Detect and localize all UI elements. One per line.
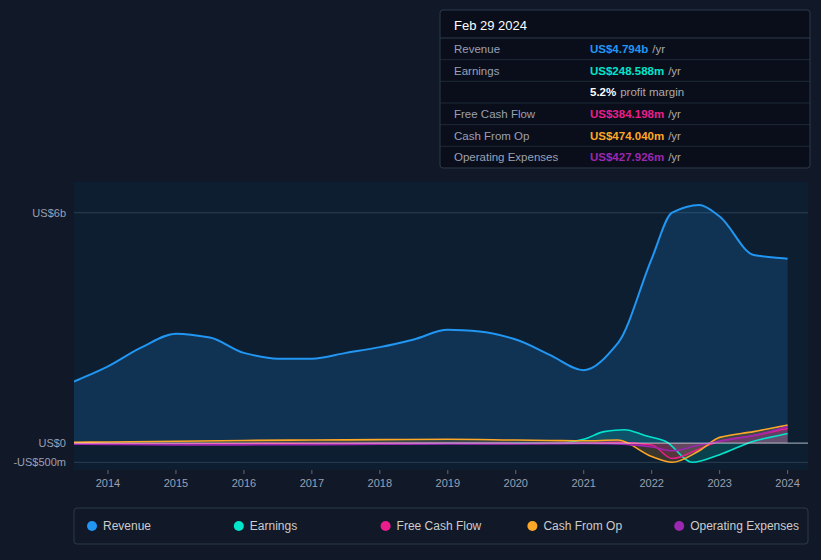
x-tick bbox=[379, 470, 380, 474]
legend-label: Earnings bbox=[250, 519, 297, 533]
x-tick bbox=[311, 470, 312, 474]
info-label: Revenue bbox=[454, 43, 500, 55]
legend-label: Revenue bbox=[103, 519, 151, 533]
info-suffix: /yr bbox=[652, 43, 665, 55]
x-tick bbox=[651, 470, 652, 474]
info-value: US$248.588m bbox=[590, 65, 664, 77]
separator bbox=[440, 103, 810, 104]
x-tick bbox=[719, 470, 720, 474]
x-tick-label: 2018 bbox=[368, 477, 392, 489]
separator bbox=[440, 38, 810, 39]
info-label: Earnings bbox=[454, 65, 500, 77]
separator bbox=[440, 81, 810, 82]
chart: -US$500mUS$0US$6b20142015201620172018201… bbox=[0, 0, 821, 560]
y-tick-label: -US$500m bbox=[13, 456, 66, 468]
x-tick-label: 2021 bbox=[571, 477, 595, 489]
y-tick-label: US$6b bbox=[32, 207, 66, 219]
zero-line bbox=[74, 443, 808, 444]
separator bbox=[440, 146, 810, 147]
info-value: US$427.926m bbox=[590, 151, 664, 163]
separator bbox=[440, 59, 810, 60]
legend-marker bbox=[234, 521, 244, 531]
x-tick-label: 2014 bbox=[96, 477, 120, 489]
info-value: US$384.198m bbox=[590, 108, 664, 120]
y-tick-label: US$0 bbox=[38, 437, 66, 449]
legend: Revenue Earnings Free Cash Flow Cash From O… bbox=[74, 508, 808, 544]
x-tick-label: 2020 bbox=[504, 477, 528, 489]
legend-marker bbox=[381, 521, 391, 531]
line bbox=[74, 205, 788, 382]
x-tick bbox=[175, 470, 176, 474]
background bbox=[0, 0, 821, 560]
x-tick bbox=[107, 470, 108, 474]
legend-label: Operating Expenses bbox=[690, 519, 799, 533]
x-tick-label: 2023 bbox=[707, 477, 731, 489]
info-suffix: /yr bbox=[668, 65, 681, 77]
x-tick bbox=[583, 470, 584, 474]
x-tick bbox=[515, 470, 516, 474]
info-value: US$4.794b bbox=[590, 43, 648, 55]
separator bbox=[440, 124, 810, 125]
line bbox=[74, 427, 788, 451]
info-value: 5.2% bbox=[590, 86, 616, 98]
x-tick bbox=[787, 470, 788, 474]
x-tick-label: 2015 bbox=[164, 477, 188, 489]
info-box: Feb 29 2024 Revenue US$4.794b /yr Earnings U… bbox=[440, 10, 810, 168]
area bbox=[74, 205, 788, 443]
x-tick bbox=[243, 470, 244, 474]
grid-line bbox=[74, 443, 808, 444]
plot-area bbox=[74, 182, 808, 470]
info-suffix: profit margin bbox=[620, 86, 684, 98]
title: Feb 29 2024 bbox=[454, 18, 527, 33]
info-label: Free Cash Flow bbox=[454, 108, 536, 120]
legend-label: Free Cash Flow bbox=[397, 519, 482, 533]
info-suffix: /yr bbox=[668, 151, 681, 163]
legend-marker bbox=[674, 521, 684, 531]
legend-marker bbox=[527, 521, 537, 531]
info-label: Cash From Op bbox=[454, 130, 529, 142]
info-value: US$474.040m bbox=[590, 130, 664, 142]
x-tick-label: 2024 bbox=[775, 477, 799, 489]
legend-label: Cash From Op bbox=[543, 519, 622, 533]
lines bbox=[74, 205, 788, 462]
x-tick-label: 2019 bbox=[436, 477, 460, 489]
info-box-frame bbox=[440, 10, 810, 168]
series-group bbox=[74, 205, 788, 462]
x-tick-label: 2017 bbox=[300, 477, 324, 489]
legend-frame bbox=[74, 508, 808, 544]
legend-marker bbox=[87, 521, 97, 531]
areas bbox=[74, 205, 788, 462]
info-suffix: /yr bbox=[668, 108, 681, 120]
x-tick-label: 2022 bbox=[639, 477, 663, 489]
info-suffix: /yr bbox=[668, 130, 681, 142]
x-tick bbox=[447, 470, 448, 474]
x-axis: 2014 2015 2016 2017 2018 2019 2020 2021 2022 2023… bbox=[96, 470, 800, 489]
x-tick-label: 2016 bbox=[232, 477, 256, 489]
info-label: Operating Expenses bbox=[454, 151, 558, 163]
